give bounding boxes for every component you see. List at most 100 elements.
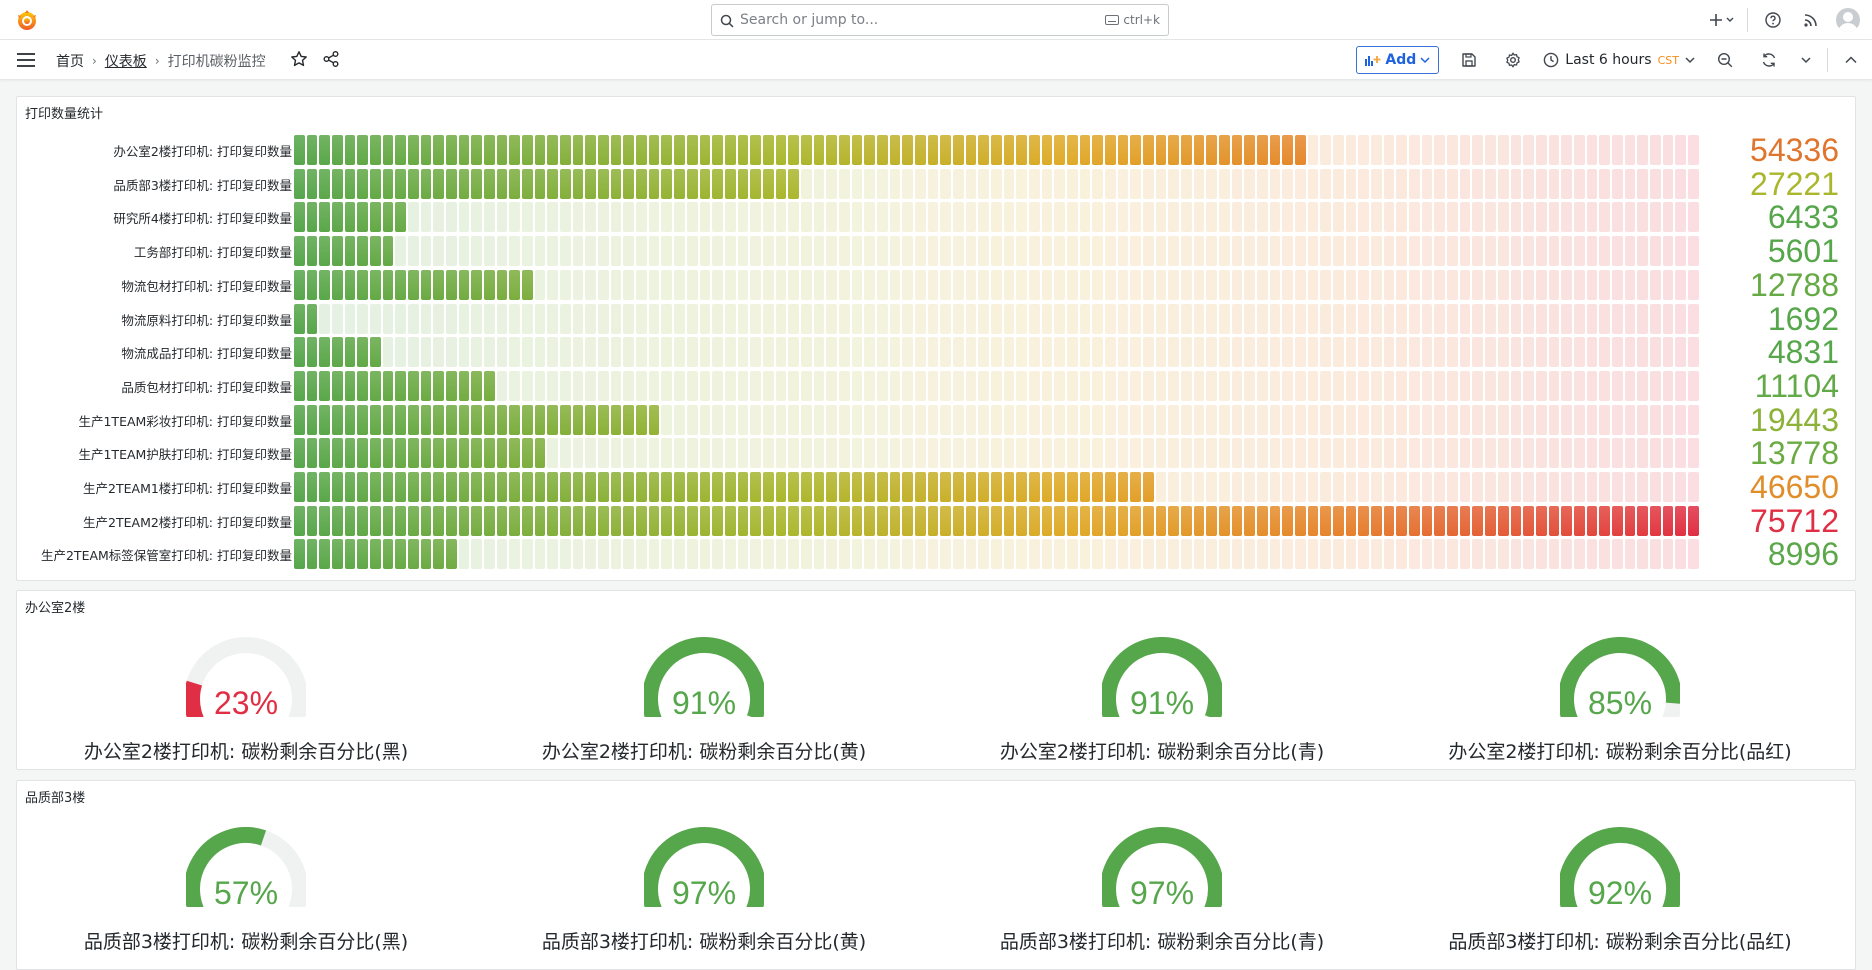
search-input[interactable]: Search or jump to... ctrl+k (711, 4, 1169, 36)
bar-gauge-cell (598, 236, 609, 267)
bar-gauge-label: 办公室2楼打印机: 打印复印数量 (113, 144, 292, 159)
bar-gauge-cell (1548, 303, 1560, 334)
dashboard-settings-button[interactable] (1491, 44, 1535, 76)
bar-gauge-cell (1459, 168, 1471, 199)
bar-gauge-cell (1624, 539, 1636, 570)
bar-gauge-cell (838, 370, 850, 401)
bar-gauge-cell (1573, 438, 1585, 469)
bar-gauge-cell (1561, 539, 1572, 570)
bar-gauge-cell (1003, 337, 1015, 368)
bar-gauge-cell (433, 202, 445, 233)
bar-gauge-cell (1130, 135, 1142, 165)
bar-gauge-cell (1675, 539, 1686, 570)
bar-gauge-cell (1573, 135, 1585, 165)
time-range-picker[interactable]: Last 6 hours CST (1535, 52, 1703, 68)
bar-gauge-cell (382, 438, 394, 469)
bar-gauge-cell (1409, 404, 1420, 435)
bar-gauge-cell (420, 236, 432, 267)
bar-gauge-cell (610, 539, 622, 570)
add-button[interactable]: Add (1356, 46, 1440, 74)
bar-gauge-cell (1637, 303, 1648, 334)
bar-gauge-cell (1092, 236, 1103, 267)
toolbar-separator (1827, 48, 1828, 72)
bar-gauge-cell (1649, 135, 1661, 165)
bar-gauge-cell (1497, 135, 1509, 165)
bar-gauge-cell (813, 472, 825, 502)
bar-gauge-cell (1193, 135, 1205, 165)
bar-gauge-cell (1586, 236, 1598, 267)
bar-gauge-cell (965, 337, 977, 368)
bar-gauge-cell (1028, 337, 1040, 368)
user-avatar[interactable] (1836, 8, 1860, 32)
breadcrumb-current: 打印机碳粉监控 (167, 54, 266, 70)
refresh-interval-button[interactable] (1791, 44, 1821, 76)
bar-gauge-cell (1295, 202, 1306, 233)
bar-gauge-cell (420, 404, 432, 435)
bar-gauge-cell (610, 370, 622, 401)
news-button[interactable] (1792, 4, 1830, 36)
bar-gauge-cell (1396, 337, 1408, 368)
gauge-value: 97% (1129, 875, 1195, 911)
bar-gauge-row: 生产2TEAM标签保管室打印机: 打印复印数量 8996 (17, 537, 1855, 571)
bar-gauge-cell (927, 236, 939, 267)
bar-gauge-cell (319, 269, 331, 300)
bar-gauge-cell (1143, 472, 1154, 502)
bar-gauge-cell (1434, 168, 1446, 199)
bar-gauge-cell (484, 303, 495, 334)
bar-gauge-cell (484, 505, 495, 536)
bar-gauge-cell (560, 472, 571, 502)
refresh-button[interactable] (1747, 44, 1791, 76)
bar-gauge-cell (1257, 269, 1268, 300)
bar-gauge-cell (1193, 404, 1205, 435)
star-icon[interactable] (290, 50, 308, 72)
help-button[interactable] (1754, 4, 1792, 36)
bar-gauge-cell (914, 236, 926, 267)
bar-gauge-cell (1434, 472, 1446, 502)
bar-gauge-cell (1396, 168, 1408, 199)
zoom-out-button[interactable] (1703, 44, 1747, 76)
bar-gauge-cell (382, 370, 394, 401)
grafana-logo-icon[interactable] (15, 8, 39, 32)
bar-gauge-cell (737, 472, 749, 502)
bar-gauge-cell (838, 303, 850, 334)
bar-gauge-cell (1447, 337, 1458, 368)
bar-gauge-cell (560, 202, 571, 233)
bar-gauge-cell (1510, 370, 1522, 401)
bar-gauge-cell (1219, 370, 1230, 401)
bar-gauge-cell (1244, 438, 1256, 469)
bar-gauge-cell (522, 202, 533, 233)
bar-gauge-cell (572, 472, 584, 502)
save-dashboard-button[interactable] (1447, 44, 1491, 76)
bar-gauge-cell (433, 438, 445, 469)
bar-gauge-cell (395, 472, 407, 502)
bar-gauge-cell (1016, 505, 1027, 536)
bar-gauge-cell (1523, 303, 1534, 334)
bar-gauge-cell (1003, 269, 1015, 300)
bar-gauge-cell (1573, 472, 1585, 502)
bar-gauge-cell (1054, 472, 1065, 502)
bar-gauge-cell (1219, 236, 1230, 267)
search-shortcut-text: ctrl+k (1123, 13, 1160, 27)
bar-gauge-cell (1257, 202, 1268, 233)
menu-button[interactable] (16, 50, 36, 74)
bar-gauge-cell (1434, 370, 1446, 401)
bar-gauge-cell (534, 539, 546, 570)
bar-gauge-cell (1472, 135, 1484, 165)
bar-gauge-cell (598, 472, 609, 502)
breadcrumb-home[interactable]: 首页 (56, 54, 84, 70)
bar-gauge-cell (800, 168, 812, 199)
bar-gauge-cell (1383, 472, 1395, 502)
bar-gauge-cell (952, 269, 964, 300)
bar-gauge-value: 4831 (1767, 334, 1839, 371)
bar-gauge-cell (927, 337, 939, 368)
bar-gauge-cell (332, 337, 343, 368)
new-menu-button[interactable] (1703, 4, 1741, 36)
bar-gauge-cell (522, 539, 533, 570)
bar-gauge-cell (395, 539, 407, 570)
share-icon[interactable] (322, 50, 340, 72)
bar-gauge-cell (1548, 404, 1560, 435)
bar-gauge-cell (1092, 472, 1103, 502)
collapse-nav-button[interactable] (1834, 44, 1868, 76)
breadcrumb-dashboards[interactable]: 仪表板 (104, 54, 147, 70)
bar-gauge-cell (927, 303, 939, 334)
